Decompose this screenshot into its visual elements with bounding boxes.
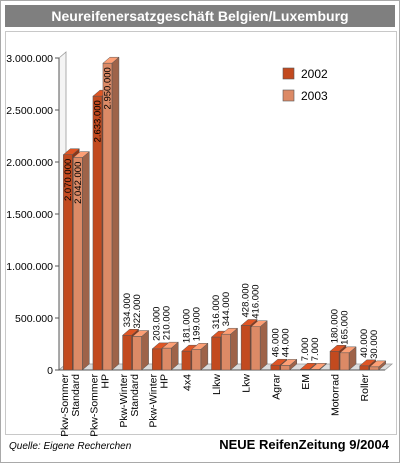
bar-2002	[151, 348, 162, 371]
x-tick-label: Roller	[359, 374, 371, 402]
data-label: 40.000	[359, 329, 370, 358]
y-tick-label: 1.500.000	[6, 209, 53, 221]
data-label: 180.000	[330, 309, 341, 343]
data-label: 165.000	[340, 310, 351, 344]
bar-2003	[102, 62, 113, 371]
legend-swatch-2002	[282, 67, 295, 80]
bar-side	[230, 327, 238, 371]
data-label: 322.000	[132, 294, 143, 328]
data-label: 7.000	[310, 337, 321, 361]
data-label: 2.070.000	[63, 159, 74, 201]
x-tick-label: Motorrad	[330, 374, 342, 416]
bar-2002	[300, 369, 310, 371]
legend-label: 2002	[301, 67, 328, 81]
x-tick-label: Pkw-Winter	[148, 373, 160, 427]
chart-title: Neureifenersatzgeschäft Belgien/Luxembur…	[5, 5, 395, 27]
y-tick-label: 500.000	[15, 313, 53, 325]
bar-2003	[369, 366, 379, 371]
x-tick-label: Lkw	[241, 374, 253, 393]
y-tick-label: 3.000.000	[6, 53, 53, 65]
x-tick-label: Standard	[129, 374, 141, 417]
data-label: 44.000	[280, 328, 291, 357]
bar-2003	[339, 352, 350, 371]
data-label: 199.000	[191, 307, 202, 341]
data-label: 316.000	[211, 295, 222, 329]
bar-chart: 0 500.000 1.000.000 1.500.000 2.000.000 2.500…	[6, 51, 394, 436]
bar-2003	[132, 336, 142, 371]
x-tick-label: EM	[300, 374, 312, 390]
bar-side	[259, 320, 268, 371]
x-tick-label: HP	[99, 374, 111, 389]
bar-2003	[310, 369, 320, 371]
bar-2003	[250, 326, 261, 371]
data-label: 2.633.000	[92, 100, 103, 142]
data-label: 334.000	[122, 293, 133, 327]
y-tick-label: 2.000.000	[6, 157, 53, 169]
bar-2002	[270, 364, 281, 371]
bar-2002	[359, 365, 369, 371]
bar-2002	[63, 154, 73, 371]
x-tick-label: Pkw-Winter	[118, 373, 130, 427]
x-tick-label: Agrar	[270, 374, 282, 400]
bar-2002	[92, 95, 103, 371]
bar-2003	[161, 347, 172, 371]
y-tick-label: 2.500.000	[6, 105, 53, 117]
data-label: 416.000	[251, 284, 262, 318]
bar-side	[141, 329, 149, 371]
data-label: 2.950.000	[102, 67, 113, 109]
publication-credit: NEUE ReifenZeitung 9/2004	[219, 437, 389, 452]
data-label: 7.000	[300, 337, 311, 361]
x-tick-label: Standard	[70, 374, 82, 417]
bar-2003	[221, 333, 231, 371]
x-tick-label: 4x4	[181, 374, 193, 391]
bar-2002	[329, 351, 340, 371]
bar-2002	[122, 335, 132, 371]
data-label: 2.042.000	[73, 162, 84, 204]
data-label: 344.000	[221, 292, 232, 326]
legend-swatch-2003	[282, 89, 295, 102]
data-label: 210.000	[162, 306, 173, 340]
bar-2002	[181, 350, 192, 371]
x-tick-label: Pkw-Sommer	[88, 374, 100, 436]
bar-2003	[73, 157, 83, 371]
x-tick-label: Pkw-Sommer	[59, 374, 71, 436]
x-tick-label: HP	[159, 374, 171, 389]
y-tick-label: 0	[47, 365, 53, 377]
bar-2002	[211, 336, 221, 371]
data-label: 30.000	[369, 330, 380, 359]
data-label: 428.000	[241, 283, 252, 317]
x-tick-label: Llkw	[211, 374, 223, 395]
bar-2002	[240, 325, 251, 371]
data-label: 203.000	[152, 307, 163, 341]
data-label: 46.000	[270, 328, 281, 357]
bar-2003	[280, 365, 291, 371]
bar-2003	[191, 349, 202, 371]
source-note: Quelle: Eigene Recherchen	[9, 441, 132, 452]
data-label: 181.000	[181, 309, 192, 343]
y-tick-label: 1.000.000	[6, 261, 53, 273]
legend-label: 2003	[301, 89, 328, 103]
